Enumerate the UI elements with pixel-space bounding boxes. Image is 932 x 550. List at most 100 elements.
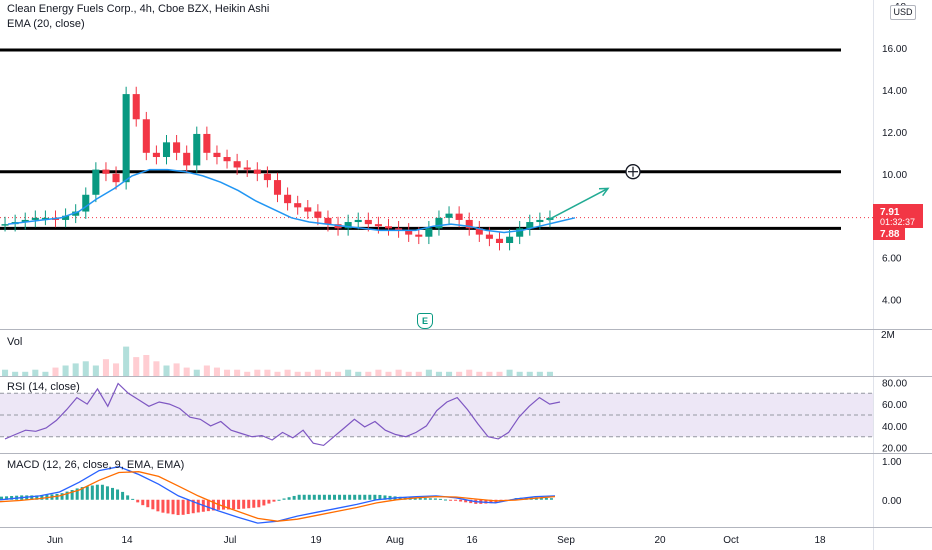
trend-arrow-line — [547, 187, 609, 221]
time-tick-label: 14 — [121, 535, 133, 546]
candle-body — [193, 133, 201, 166]
volume-bar — [496, 371, 503, 376]
ema-value: 7.88 — [880, 229, 900, 240]
candle-body — [102, 169, 110, 174]
candle-body — [92, 169, 100, 195]
earnings-icon[interactable]: E — [417, 313, 433, 329]
candle-body — [354, 219, 362, 223]
volume-bar — [395, 369, 402, 376]
candle-body — [516, 228, 524, 237]
trend-arrow-drawing[interactable] — [547, 164, 641, 221]
macd-histogram-bar — [544, 497, 548, 500]
chart-title[interactable]: Clean Energy Fuels Corp., 4h, Cboe BZX, … — [7, 3, 270, 15]
candle-body — [405, 230, 413, 235]
macd-histogram-bar — [70, 490, 74, 500]
candle-body — [374, 224, 382, 227]
time-tick-label: Oct — [723, 535, 739, 546]
macd-histogram-bar — [60, 493, 64, 500]
time-tick-label: Jul — [224, 535, 237, 546]
candle-body — [112, 173, 120, 183]
volume-bar — [365, 371, 372, 376]
macd-histogram-bar — [327, 494, 331, 500]
volume-bar — [476, 371, 483, 376]
macd-histogram-bar — [222, 499, 225, 510]
candle-body — [243, 167, 251, 170]
ema-20-line — [7, 168, 576, 234]
macd-histogram-bar — [444, 499, 447, 501]
candle-body — [82, 194, 90, 212]
macd-histogram-bar — [121, 491, 125, 500]
volume-bar — [526, 371, 533, 376]
macd-histogram-bar — [322, 494, 326, 500]
macd-histogram-bar — [100, 484, 104, 500]
volume-bar — [546, 371, 553, 376]
macd-histogram-bar — [5, 496, 9, 500]
volume-bar — [42, 371, 49, 376]
macd-pane-label[interactable]: MACD (12, 26, close, 9, EMA, EMA) — [7, 459, 185, 471]
volume-bar — [324, 371, 331, 376]
candle-body — [173, 142, 181, 153]
volume-axis-label: 2M — [881, 330, 895, 341]
candle-body — [435, 217, 443, 229]
volume-bar — [355, 371, 362, 376]
macd-histogram-bar — [111, 487, 114, 500]
macd-histogram-bar — [126, 495, 130, 500]
macd-histogram-bar — [454, 499, 458, 501]
candle-body — [526, 222, 534, 229]
macd-histogram-bar — [267, 499, 271, 504]
candle-body — [334, 224, 342, 229]
volume-bar — [375, 369, 382, 376]
candle-body — [162, 142, 171, 158]
volume-bar — [274, 371, 281, 376]
macd-histogram-bar — [368, 494, 372, 500]
macd-histogram-bar — [0, 496, 3, 500]
volume-bar — [304, 371, 311, 376]
candle-body — [213, 152, 221, 158]
macd-histogram-bar — [181, 499, 185, 515]
macd-histogram-bar — [469, 499, 473, 504]
horizontal-levels[interactable] — [0, 48, 873, 230]
volume-bar — [123, 346, 130, 376]
candle-body — [304, 207, 312, 212]
macd-histogram-bar — [146, 499, 150, 508]
volume-bar — [314, 369, 321, 376]
candle-body — [324, 217, 332, 225]
macd-pane — [0, 466, 556, 524]
candle-body — [142, 119, 150, 153]
candle-body — [475, 228, 483, 235]
macd-histogram-bar — [333, 494, 336, 500]
volume-bar — [133, 357, 140, 376]
time-tick-label: Aug — [386, 535, 404, 546]
volume-bar — [113, 363, 120, 376]
macd-histogram-bar — [95, 484, 99, 500]
candle-body — [273, 180, 282, 195]
volume-bar — [425, 369, 432, 376]
candle-body — [132, 94, 140, 120]
macd-tick-label: 1.00 — [882, 457, 902, 468]
macd-histogram-bar — [227, 499, 231, 510]
macd-histogram-bar — [90, 485, 94, 500]
volume-bar — [335, 371, 342, 376]
macd-histogram-bar — [242, 499, 246, 509]
volume-bar — [102, 359, 109, 376]
macd-histogram-bar — [358, 494, 362, 500]
candle-body — [344, 222, 352, 229]
volume-pane-label[interactable]: Vol — [7, 336, 23, 348]
ema-legend-label[interactable]: EMA (20, close) — [7, 18, 85, 30]
volume-bar — [224, 369, 231, 376]
macd-histogram-bar — [549, 498, 553, 500]
volume-bar — [506, 369, 513, 376]
price-tick-label: 14.00 — [882, 86, 907, 97]
time-axis[interactable]: Jun 14 Jul 19 Aug 16 Sep 20 Oct 18 — [47, 535, 826, 546]
time-tick-label: 18 — [814, 535, 826, 546]
macd-histogram-bar — [30, 495, 34, 500]
rsi-line — [4, 382, 561, 447]
time-tick-label: 19 — [310, 535, 322, 546]
candle-body — [495, 238, 504, 244]
macd-histogram-bar — [338, 494, 342, 500]
volume-bar — [183, 367, 190, 376]
volume-bar — [536, 371, 543, 376]
currency-badge[interactable]: USD — [890, 5, 916, 20]
macd-histogram-bar — [10, 496, 14, 500]
rsi-pane-label[interactable]: RSI (14, close) — [7, 381, 80, 393]
